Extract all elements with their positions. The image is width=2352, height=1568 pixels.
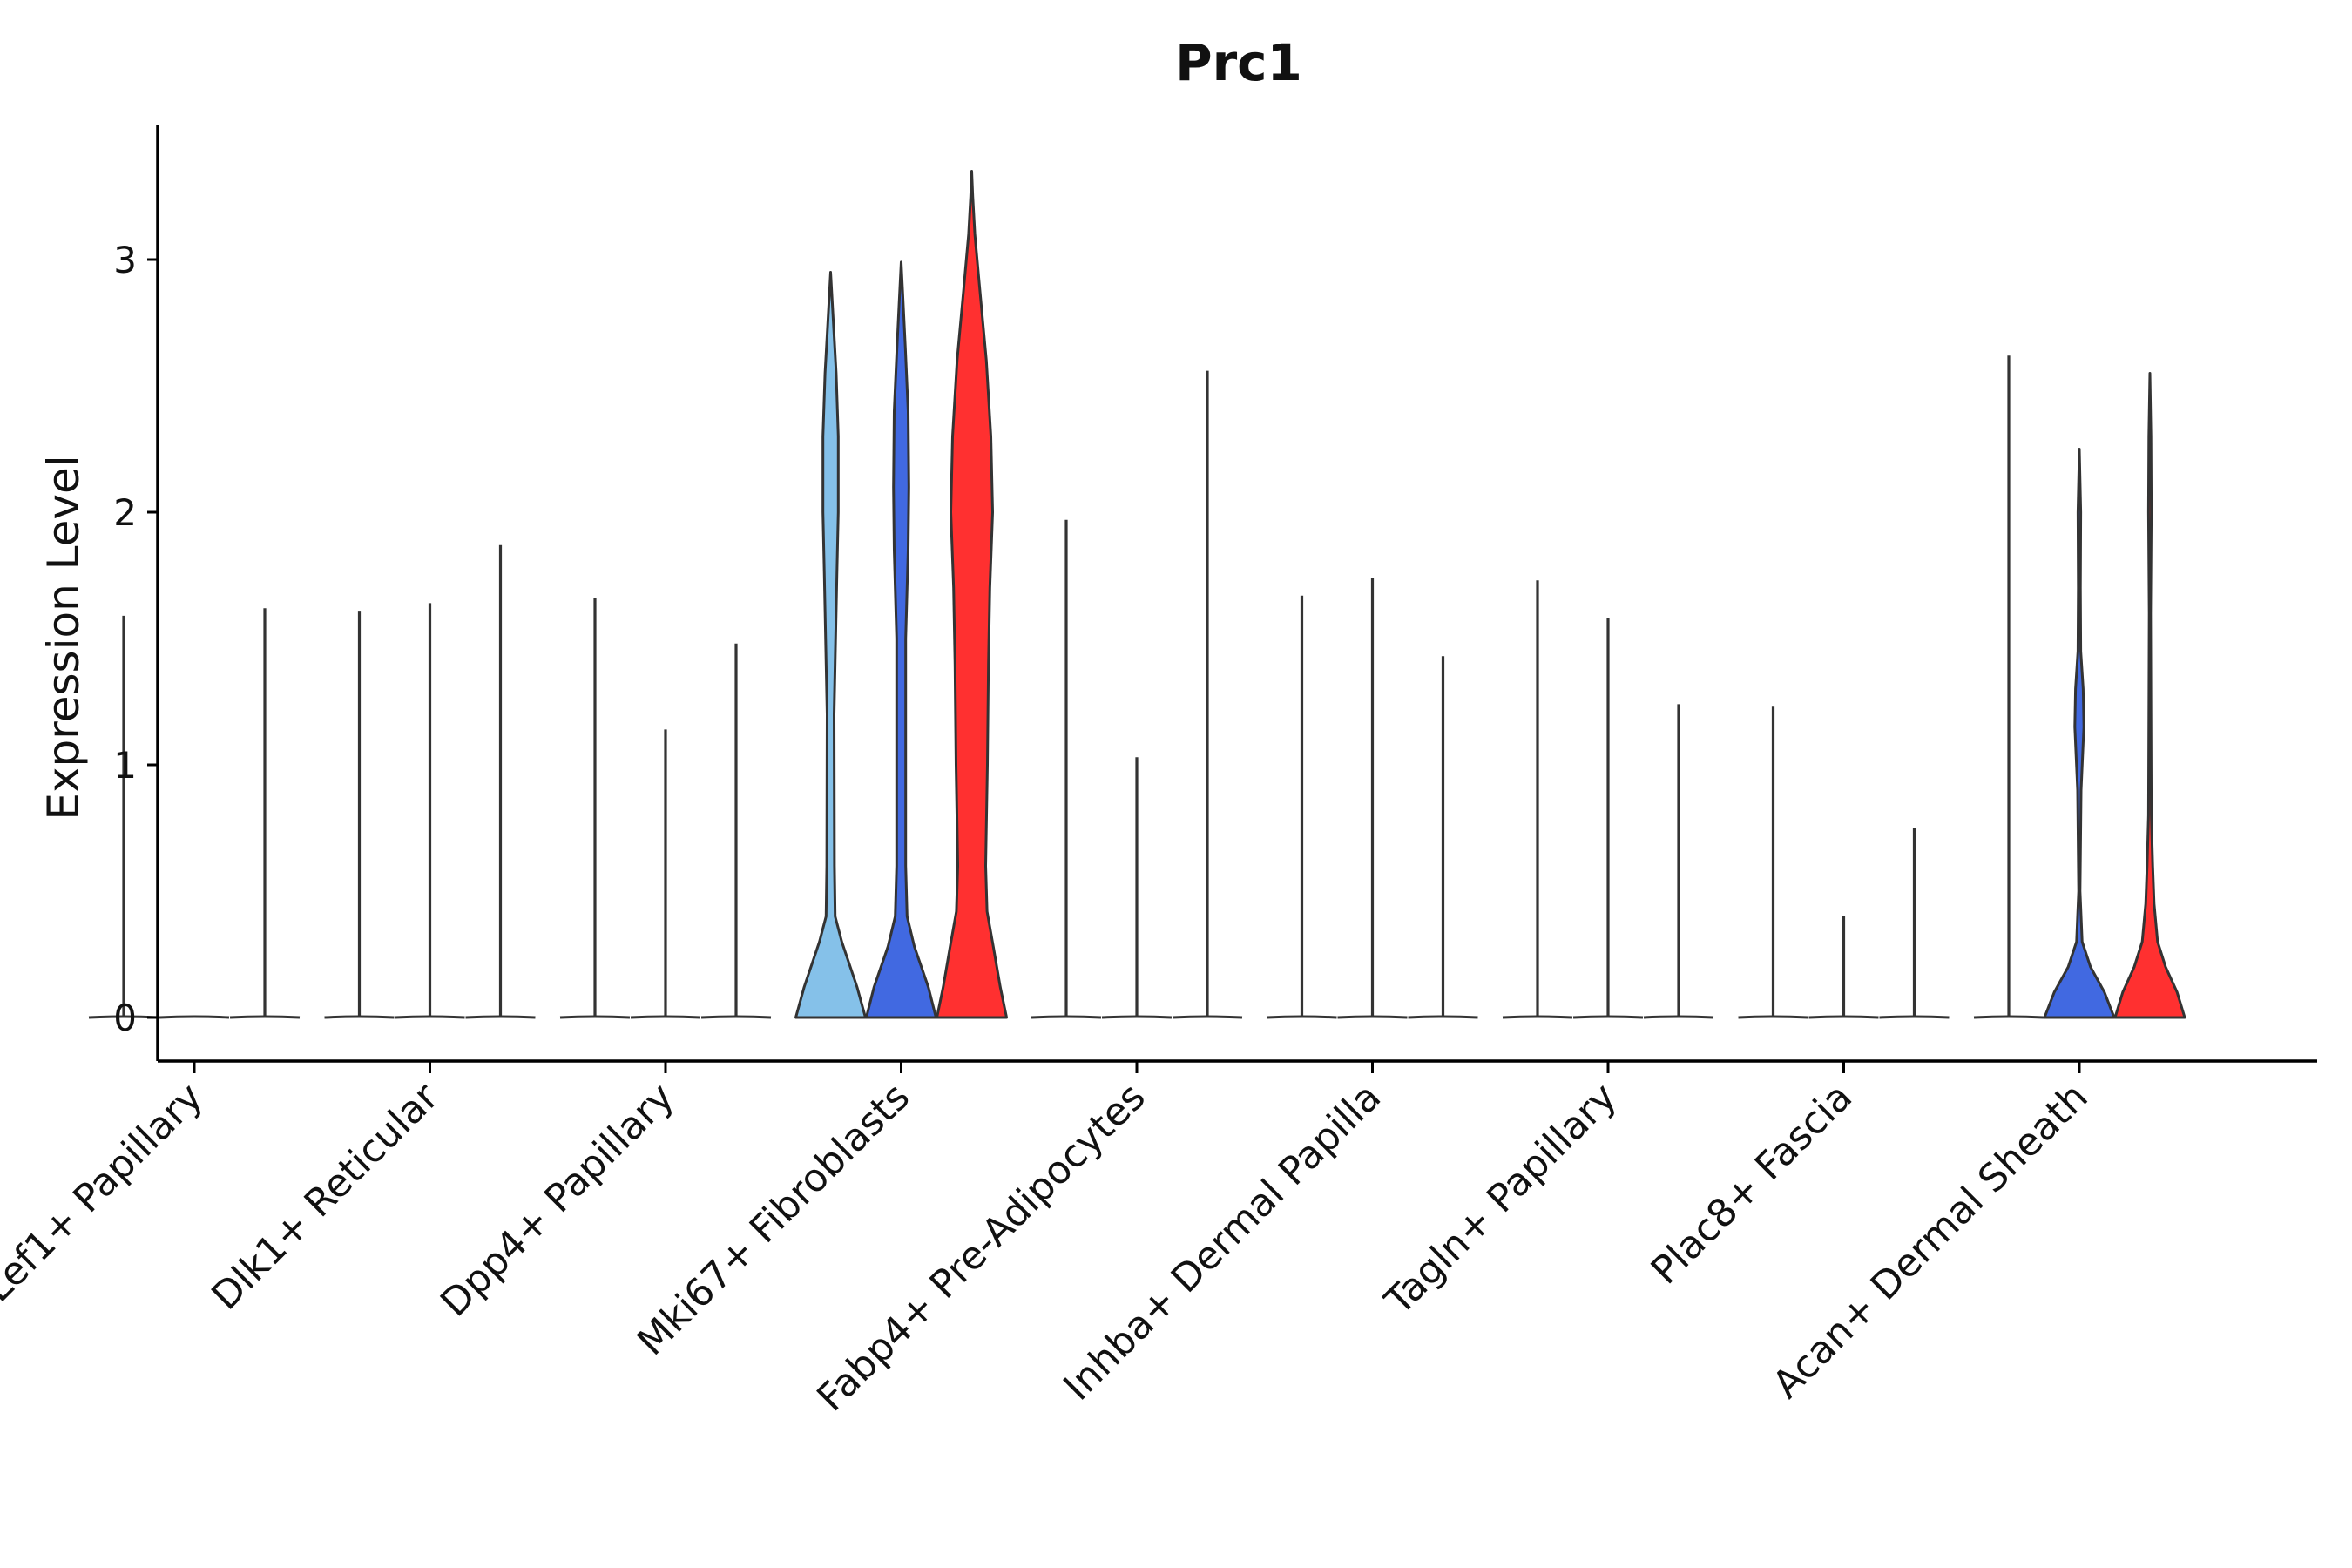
y-tick-label: 0 <box>113 997 137 1039</box>
x-tick-label: Plac8+ Fascia <box>1643 1075 1862 1294</box>
x-tick-label: Lef1+ Papillary <box>0 1075 212 1311</box>
x-tick-label: Tagln+ Papillary <box>1376 1075 1625 1324</box>
violin-shape <box>794 271 867 1019</box>
violin-shape <box>936 170 1008 1019</box>
x-tick-label: Dpp4+ Papillary <box>432 1075 683 1326</box>
y-tick-label: 3 <box>113 239 137 281</box>
x-tick-label: Dlk1+ Reticular <box>203 1074 448 1319</box>
chart-title: Prc1 <box>1175 33 1302 92</box>
x-tick-label: Mki67+ Fibroblasts <box>629 1075 918 1364</box>
y-tick-label: 1 <box>113 744 137 787</box>
violin-group <box>88 170 2186 1019</box>
violin-shape <box>2043 448 2116 1019</box>
violin-shape <box>865 260 937 1019</box>
y-axis-title: Expression Level <box>38 455 89 820</box>
y-tick-label: 2 <box>113 491 137 534</box>
violin-shape <box>2113 372 2186 1019</box>
